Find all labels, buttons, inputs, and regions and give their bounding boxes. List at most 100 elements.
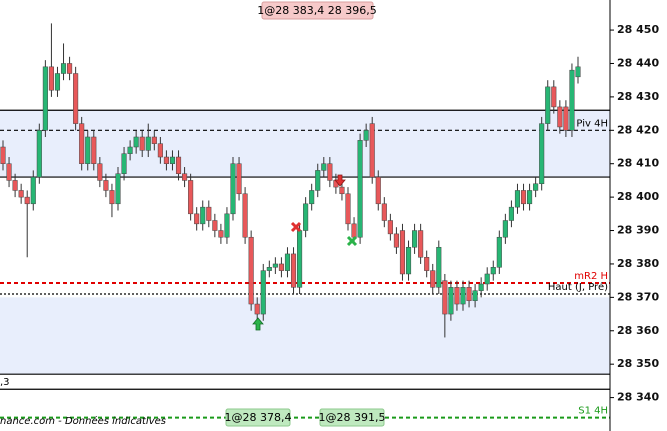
candle-body — [36, 130, 42, 178]
level-label: S1 4H — [578, 406, 608, 417]
candle-body — [79, 123, 85, 164]
y-tick-label: 28 340 — [617, 391, 659, 404]
y-axis: 28 340 28 350 28 360 28 370 28 380 28 390 28 4… — [610, 23, 659, 404]
candle-body — [254, 303, 260, 315]
candle-body — [248, 236, 254, 305]
candle-body — [563, 106, 569, 131]
candle-body — [484, 273, 490, 285]
candle-body — [91, 136, 97, 164]
candle-body — [73, 73, 79, 124]
candle-body — [369, 123, 375, 178]
bottom-box — [319, 408, 385, 427]
candle-body — [242, 193, 248, 238]
candle-body — [266, 267, 272, 271]
candle-body — [454, 287, 460, 305]
candle-body — [412, 230, 418, 248]
candle-body — [436, 246, 442, 288]
buy-cross — [346, 235, 358, 247]
candle-body — [230, 163, 236, 215]
candle-body — [121, 153, 127, 174]
sell-cross — [290, 221, 302, 233]
candle-body — [103, 180, 109, 191]
candle-body — [448, 287, 454, 315]
candle-body — [236, 163, 242, 195]
candle-body — [206, 206, 212, 221]
candle-body — [496, 236, 502, 268]
candle-body — [424, 257, 430, 271]
candle-body — [557, 106, 563, 128]
top-annotation: 1@28 383,4 28 396,5 — [257, 4, 376, 17]
candle-body — [345, 193, 351, 225]
candle-body — [399, 230, 406, 275]
candle-body — [200, 206, 206, 225]
candle-body — [60, 63, 67, 74]
candle-body — [194, 213, 200, 225]
candle-body — [357, 140, 363, 238]
candle-body — [54, 73, 61, 91]
candle-body — [514, 190, 521, 208]
candle-body — [6, 163, 12, 181]
candle-body — [339, 186, 345, 195]
candle-body — [175, 156, 182, 174]
candle-body — [0, 146, 6, 164]
y-tick-label: 28 400 — [617, 190, 659, 203]
y-tick-label: 28 390 — [617, 224, 659, 237]
candle-body — [224, 213, 230, 238]
candle-body — [363, 130, 369, 141]
candle-body — [260, 270, 266, 315]
candle-body — [527, 190, 533, 205]
bottom-annotation: 1@28 378,4 — [225, 411, 292, 424]
y-tick-label: 28 370 — [617, 290, 659, 303]
y-tick-label: 28 410 — [617, 157, 659, 170]
candle-body — [290, 253, 297, 288]
y-tick-label: 28 440 — [617, 56, 659, 69]
candle-body — [466, 287, 472, 301]
candle-body — [278, 263, 284, 271]
candle-body — [109, 190, 115, 205]
candle-body — [387, 220, 393, 235]
candle-body — [533, 183, 539, 191]
candle-body — [405, 246, 412, 275]
candle-body — [545, 86, 551, 124]
candle-body — [67, 63, 73, 74]
candle-body — [381, 203, 387, 221]
candle-body — [218, 230, 224, 238]
band — [0, 297, 610, 375]
candle-body — [327, 163, 333, 181]
candle-body — [145, 136, 151, 151]
candle-body — [551, 86, 557, 108]
left-label: ,3 — [0, 377, 10, 388]
candle-body — [115, 173, 121, 205]
candle-body — [212, 220, 218, 231]
candle-body — [539, 123, 545, 185]
candle-body — [157, 143, 163, 158]
bands — [0, 110, 610, 375]
candle-body — [127, 146, 133, 154]
y-tick-label: 28 380 — [617, 257, 659, 270]
candle-body — [478, 283, 484, 291]
candle-body — [430, 270, 436, 288]
bottom-annotation: 1@28 391,5 — [319, 411, 386, 424]
candle-body — [442, 280, 448, 315]
candle-body — [163, 156, 169, 164]
y-tick-label: 28 360 — [617, 324, 659, 337]
candle-body — [85, 136, 91, 164]
candle-body — [351, 223, 357, 238]
candle-body — [188, 180, 194, 215]
candle-body — [18, 190, 24, 198]
level-label: mR2 H — [574, 271, 608, 282]
candle-body — [272, 263, 278, 268]
candle-body — [502, 220, 508, 238]
candle-body — [182, 173, 188, 181]
candle-body — [151, 136, 157, 144]
candle-body — [139, 136, 145, 151]
candle-body — [418, 230, 424, 258]
level-label: Piv 4H — [576, 118, 608, 129]
candle-body — [97, 163, 103, 181]
candle-body — [520, 190, 527, 205]
bottom-box — [225, 408, 291, 427]
candle-body — [490, 267, 496, 275]
y-tick-label: 28 350 — [617, 357, 659, 370]
candle-body — [303, 203, 309, 231]
